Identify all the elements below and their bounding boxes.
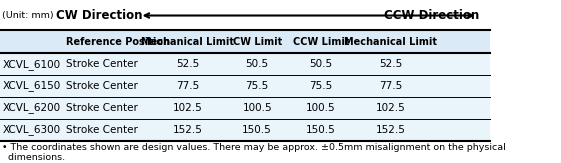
Text: Stroke Center: Stroke Center xyxy=(66,81,138,91)
Text: 50.5: 50.5 xyxy=(309,59,333,69)
Text: 100.5: 100.5 xyxy=(242,103,272,113)
Bar xyxy=(0,30,490,53)
Text: 75.5: 75.5 xyxy=(309,81,333,91)
Text: 77.5: 77.5 xyxy=(379,81,402,91)
Text: Mechanical Limit: Mechanical Limit xyxy=(141,37,234,47)
Bar xyxy=(0,119,490,141)
Bar xyxy=(0,53,490,75)
Text: 77.5: 77.5 xyxy=(176,81,199,91)
Text: Stroke Center: Stroke Center xyxy=(66,59,138,69)
Text: CCW Direction: CCW Direction xyxy=(384,9,479,22)
Text: 75.5: 75.5 xyxy=(246,81,269,91)
Text: 150.5: 150.5 xyxy=(306,125,335,135)
Text: 150.5: 150.5 xyxy=(242,125,272,135)
Text: 152.5: 152.5 xyxy=(172,125,203,135)
Text: XCVL_6200: XCVL_6200 xyxy=(2,102,61,113)
Text: 102.5: 102.5 xyxy=(172,103,203,113)
Text: 152.5: 152.5 xyxy=(376,125,406,135)
Text: XCVL_6300: XCVL_6300 xyxy=(2,124,61,135)
Text: Mechanical Limit: Mechanical Limit xyxy=(344,37,437,47)
Text: 52.5: 52.5 xyxy=(379,59,402,69)
Text: Stroke Center: Stroke Center xyxy=(66,125,138,135)
Text: XCVL_6100: XCVL_6100 xyxy=(2,59,61,70)
Text: 52.5: 52.5 xyxy=(176,59,199,69)
Text: CW Direction: CW Direction xyxy=(56,9,143,22)
Bar xyxy=(0,75,490,97)
Text: • The coordinates shown are design values. There may be approx. ±0.5mm misalignm: • The coordinates shown are design value… xyxy=(2,143,506,162)
Text: 50.5: 50.5 xyxy=(246,59,269,69)
Text: XCVL_6150: XCVL_6150 xyxy=(2,81,61,91)
Text: CCW Limit: CCW Limit xyxy=(293,37,349,47)
Text: (Unit: mm): (Unit: mm) xyxy=(2,11,54,20)
Text: Stroke Center: Stroke Center xyxy=(66,103,138,113)
Bar xyxy=(0,97,490,119)
Text: 100.5: 100.5 xyxy=(306,103,335,113)
Text: 102.5: 102.5 xyxy=(376,103,406,113)
Text: CW Limit: CW Limit xyxy=(233,37,282,47)
Text: Reference Position: Reference Position xyxy=(66,37,170,47)
